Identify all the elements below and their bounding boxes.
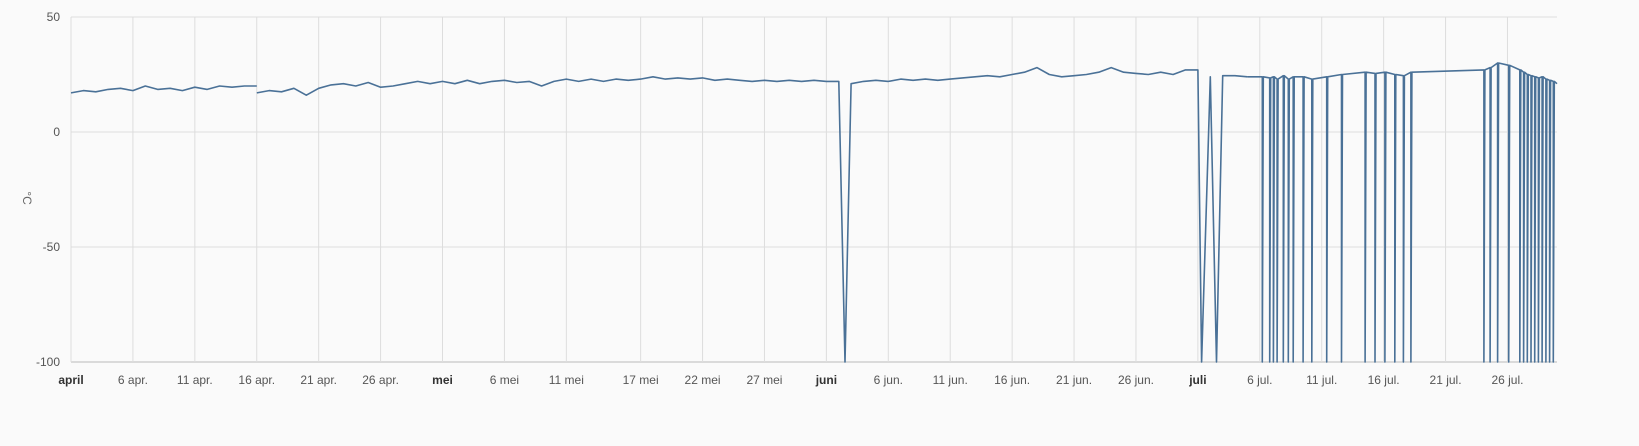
- series-line-spikes: [1247, 62, 1558, 363]
- x-tick-label: 11 mei: [549, 373, 584, 387]
- x-tick-label: 26 apr.: [362, 373, 399, 387]
- x-tick-label: 26 jul.: [1491, 373, 1523, 387]
- x-tick-label: mei: [432, 373, 453, 387]
- x-tick-label: 16 jul.: [1368, 373, 1400, 387]
- x-tick-label: 11 apr.: [177, 373, 213, 387]
- x-tick-label: 11 jun.: [933, 373, 968, 387]
- y-tick-label: 0: [53, 125, 60, 139]
- x-tick-label: 21 apr.: [300, 373, 337, 387]
- x-tick-label: 26 jun.: [1118, 373, 1154, 387]
- x-tick-label: 21 jun.: [1056, 373, 1092, 387]
- x-tick-label: 17 mei: [623, 373, 659, 387]
- y-tick-label: 50: [47, 10, 61, 24]
- x-tick-label: juli: [1188, 373, 1206, 387]
- series-layer: [70, 62, 1558, 363]
- x-tick-label: april: [58, 373, 83, 387]
- series-line-segment: [256, 66, 1248, 363]
- y-tick-label: -100: [36, 355, 60, 369]
- x-tick-label: 6 jul.: [1247, 373, 1272, 387]
- grid-lines: [70, 16, 1557, 363]
- x-tick-label: 6 jun.: [874, 373, 903, 387]
- series-line-segment: [70, 85, 257, 94]
- x-tick-label: 6 mei: [490, 373, 519, 387]
- x-tick-label: 27 mei: [746, 373, 782, 387]
- x-tick-label: 11 jul.: [1306, 373, 1337, 387]
- y-axis-label: °C: [20, 191, 34, 205]
- x-tick-label: 6 apr.: [118, 373, 148, 387]
- x-tick-label: 16 jun.: [994, 373, 1030, 387]
- x-tick-label: 22 mei: [685, 373, 721, 387]
- x-tick-label: 21 jul.: [1430, 373, 1462, 387]
- x-axis-ticks: april 6 apr. 11 apr. 16 apr. 21 apr. 26 apr. m…: [58, 373, 1523, 387]
- y-axis-ticks: 50 0 -50 -100: [36, 10, 60, 369]
- x-tick-label: 16 apr.: [238, 373, 275, 387]
- x-tick-label: juni: [815, 373, 837, 387]
- y-tick-label: -50: [43, 240, 61, 254]
